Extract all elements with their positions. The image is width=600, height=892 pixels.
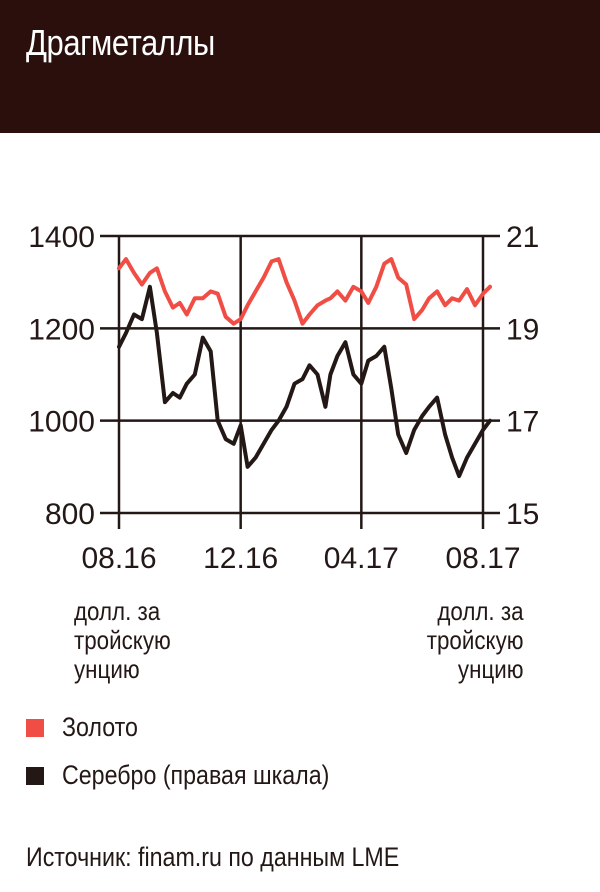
legend-label-gold: Золото	[62, 712, 138, 742]
y-right-tick-label: 15	[506, 498, 539, 531]
x-tick-label: 04.17	[324, 542, 399, 573]
right-axis-unit-line: унцию	[458, 654, 524, 684]
legend-label-silver: Серебро (правая шкала)	[62, 760, 330, 790]
right-axis-unit-line: долл. за	[437, 596, 524, 626]
y-right-tick-label: 21	[506, 221, 539, 254]
y-right-tick-label: 19	[506, 313, 539, 346]
x-tick-label: 12.16	[203, 542, 278, 573]
x-tick-label: 08.17	[445, 542, 520, 573]
right-axis-unit: долл. за тройскую унцию	[427, 597, 524, 684]
y-left-tick-label: 800	[45, 498, 95, 531]
left-axis-unit-line: унцию	[74, 654, 140, 684]
y-right-tick-label: 17	[506, 406, 539, 439]
series-line-silver	[117, 284, 492, 479]
legend-swatch-gold	[26, 719, 44, 737]
source-note: Источник: finam.ru по данным LME	[26, 842, 400, 872]
legend-swatch-silver	[26, 767, 44, 785]
left-axis-unit-line: тройскую	[74, 625, 171, 655]
chart-plot: 1400 21 1200 19 1000 17 800 15 08.16 12.16 04.17 08…	[28, 221, 539, 573]
y-left-tick-label: 1000	[28, 406, 95, 439]
y-left-tick-label: 1400	[28, 221, 95, 254]
series-line-gold	[117, 257, 492, 326]
page-title: Драгметаллы	[26, 22, 215, 63]
left-axis-unit: долл. за тройскую унцию	[74, 597, 171, 684]
right-axis-unit-line: тройскую	[427, 625, 524, 655]
x-tick-label: 08.16	[81, 542, 156, 573]
y-left-tick-label: 1200	[28, 313, 95, 346]
left-axis-unit-line: долл. за	[74, 596, 161, 626]
header-bar: Драгметаллы	[0, 0, 600, 133]
